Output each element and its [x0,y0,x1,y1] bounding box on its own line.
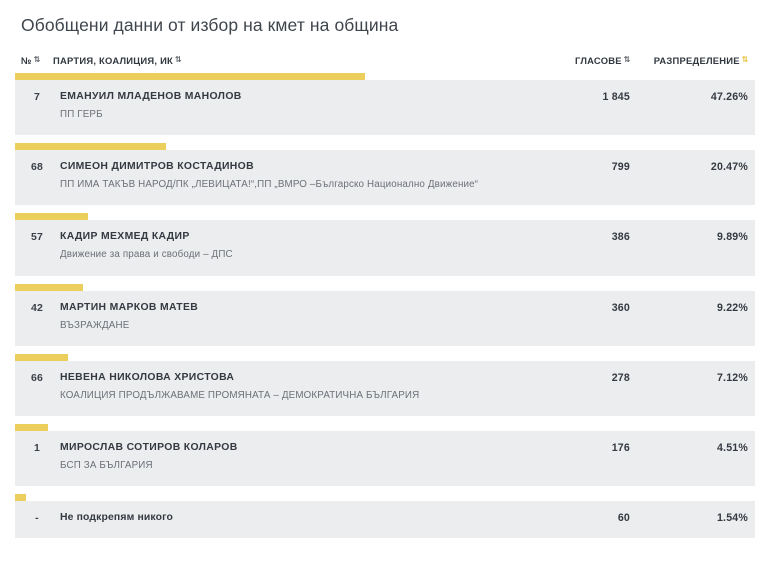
share-bar-fill [15,494,27,502]
share-bar-track [15,213,755,221]
row-votes: 278 [611,371,630,384]
row-number: 66 [30,371,44,384]
column-header-number-label: № [21,55,32,66]
candidate-name: Не подкрепям никого [60,512,173,524]
row-votes: 1 845 [602,91,630,103]
row-votes: 360 [611,301,630,314]
party-name: КОАЛИЦИЯ ПРОДЪЛЖАВАМЕ ПРОМЯНАТА – ДЕМОКР… [60,389,420,401]
table-row-body[interactable]: 7 ЕМАНУИЛ МЛАДЕНОВ МАНОЛОВ ПП ГЕРБ 1 845… [15,80,755,136]
row-votes: 60 [617,512,630,525]
row-party-cell: Не подкрепям никого [53,511,538,525]
candidate-name: МИРОСЛАВ СОТИРОВ КОЛАРОВ [60,442,238,454]
table-row-body[interactable]: 42 МАРТИН МАРКОВ МАТЕВ ВЪЗРАЖДАНЕ 360 9.… [15,290,755,346]
row-votes: 176 [611,442,630,455]
row-number: 57 [30,231,44,244]
party-name: ПП ГЕРБ [60,109,103,121]
share-bar-track [15,353,755,361]
results-table-header: № ⇅ ПАРТИЯ, КОАЛИЦИЯ, ИК ⇅ ГЛАСОВЕ ⇅ РАЗ… [15,36,755,73]
sort-active-icon[interactable]: ⇅ [741,54,749,64]
share-bar-track [15,73,755,80]
row-number: 42 [30,301,44,314]
share-bar-fill [15,353,68,361]
party-name: БСП ЗА БЪЛГАРИЯ [60,460,153,472]
candidate-name: КАДИР МЕХМЕД КАДИР [60,231,190,243]
row-votes: 386 [611,231,630,244]
row-number: 7 [33,91,41,103]
column-header-share[interactable]: РАЗПРЕДЕЛЕНИЕ ⇅ [630,55,751,66]
candidate-name: СИМЕОН ДИМИТРОВ КОСТАДИНОВ [60,161,254,173]
table-row[interactable]: 66 НЕВЕНА НИКОЛОВА ХРИСТОВА КОАЛИЦИЯ ПРО… [15,353,755,417]
share-bar-track [15,424,755,432]
row-share: 4.51% [716,442,748,455]
candidate-name: МАРТИН МАРКОВ МАТЕВ [60,301,199,313]
column-header-votes-label: ГЛАСОВЕ [574,55,622,66]
table-row[interactable]: 42 МАРТИН МАРКОВ МАТЕВ ВЪЗРАЖДАНЕ 360 9.… [15,283,755,346]
party-name: Движение за права и свободи – ДПС [60,249,233,261]
table-row-body[interactable]: - Не подкрепям никого 60 1.54% [15,501,755,539]
party-name: ПП ИМА ТАКЪВ НАРОД/ПК „ЛЕВИЦАТА!“,ПП „ВМ… [60,179,479,191]
row-share: 9.22% [716,301,748,314]
row-party-cell: МИРОСЛАВ СОТИРОВ КОЛАРОВ БСП ЗА БЪЛГАРИЯ [53,441,538,473]
row-share: 7.12% [716,371,748,384]
sort-toggle-icon[interactable]: ⇅ [175,54,182,64]
results-rows: 7 ЕМАНУИЛ МЛАДЕНОВ МАНОЛОВ ПП ГЕРБ 1 845… [15,73,755,539]
party-name: ВЪЗРАЖДАНЕ [60,319,130,331]
column-header-number[interactable]: № ⇅ [21,55,53,66]
candidate-name: ЕМАНУИЛ МЛАДЕНОВ МАНОЛОВ [60,91,242,102]
table-row[interactable]: 68 СИМЕОН ДИМИТРОВ КОСТАДИНОВ ПП ИМА ТАК… [15,143,755,206]
share-bar-fill [15,213,89,221]
candidate-name: НЕВЕНА НИКОЛОВА ХРИСТОВА [60,371,235,383]
row-party-cell: ЕМАНУИЛ МЛАДЕНОВ МАНОЛОВ ПП ГЕРБ [53,90,538,122]
table-row-body[interactable]: 68 СИМЕОН ДИМИТРОВ КОСТАДИНОВ ПП ИМА ТАК… [15,150,755,206]
row-share: 20.47% [710,161,748,174]
row-votes: 799 [611,161,630,174]
row-number: 68 [30,161,44,174]
sort-toggle-icon[interactable]: ⇅ [33,54,41,64]
row-number: - [35,512,39,525]
share-bar-fill [15,283,84,291]
sort-toggle-icon[interactable]: ⇅ [623,54,631,64]
share-bar-track [15,143,755,151]
share-bar-fill [15,424,49,432]
table-row[interactable]: 57 КАДИР МЕХМЕД КАДИР Движение за права … [15,213,755,276]
table-row[interactable]: 7 ЕМАНУИЛ МЛАДЕНОВ МАНОЛОВ ПП ГЕРБ 1 845… [15,73,755,136]
row-number: 1 [33,442,41,455]
table-row[interactable]: 1 МИРОСЛАВ СОТИРОВ КОЛАРОВ БСП ЗА БЪЛГАР… [15,424,755,487]
row-share: 47.26% [710,91,748,103]
table-row[interactable]: - Не подкрепям никого 60 1.54% [15,494,755,539]
column-header-party[interactable]: ПАРТИЯ, КОАЛИЦИЯ, ИК ⇅ [53,55,538,66]
row-share: 9.89% [716,231,748,244]
column-header-party-label: ПАРТИЯ, КОАЛИЦИЯ, ИК [53,55,174,66]
row-share: 1.54% [716,512,748,525]
row-party-cell: КАДИР МЕХМЕД КАДИР Движение за права и с… [53,230,538,262]
share-bar-track [15,494,755,502]
share-bar-fill [15,143,167,151]
row-party-cell: МАРТИН МАРКОВ МАТЕВ ВЪЗРАЖДАНЕ [53,301,538,333]
table-row-body[interactable]: 66 НЕВЕНА НИКОЛОВА ХРИСТОВА КОАЛИЦИЯ ПРО… [15,360,755,417]
column-header-votes[interactable]: ГЛАСОВЕ ⇅ [538,54,631,66]
share-bar-track [15,283,755,291]
row-party-cell: СИМЕОН ДИМИТРОВ КОСТАДИНОВ ПП ИМА ТАКЪВ … [53,160,538,192]
column-header-share-label: РАЗПРЕДЕЛЕНИЕ [653,55,740,66]
table-row-body[interactable]: 57 КАДИР МЕХМЕД КАДИР Движение за права … [15,220,755,276]
share-bar-fill [15,73,365,80]
table-row-body[interactable]: 1 МИРОСЛАВ СОТИРОВ КОЛАРОВ БСП ЗА БЪЛГАР… [15,431,755,487]
row-party-cell: НЕВЕНА НИКОЛОВА ХРИСТОВА КОАЛИЦИЯ ПРОДЪЛ… [53,371,538,403]
page-title: Обобщени данни от избор на кмет на общин… [21,15,399,35]
